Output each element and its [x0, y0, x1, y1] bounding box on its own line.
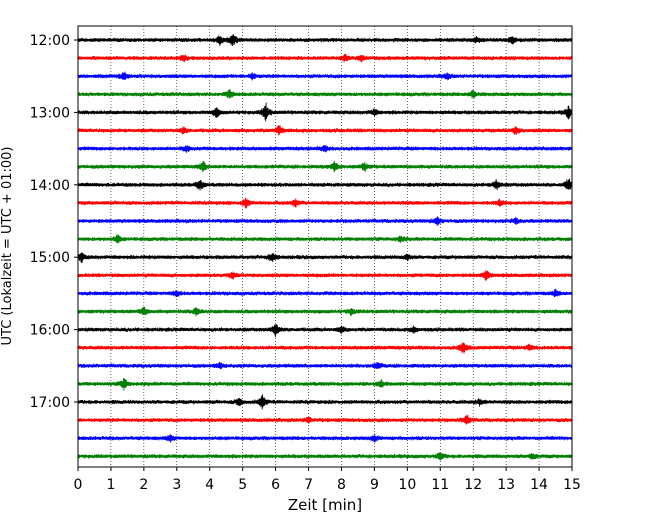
trace-1700	[77, 394, 573, 410]
trace-1415	[77, 197, 573, 209]
x-axis-label: Zeit [min]	[288, 496, 362, 514]
y-tick-label: 16:00	[30, 323, 70, 339]
y-axis-ticks: 12:00 13:00 14:00 15:00 16:00 17:00	[30, 33, 78, 411]
x-tick-label: 11	[431, 477, 449, 493]
trace-1300	[77, 102, 573, 122]
y-tick-label: 15:00	[30, 250, 70, 266]
trace-1515	[77, 270, 573, 282]
trace-1745	[77, 452, 573, 461]
x-tick-label: 3	[172, 477, 181, 493]
y-tick-label: 12:00	[30, 33, 70, 49]
trace-1730	[77, 433, 573, 443]
x-tick-label: 2	[139, 477, 148, 493]
trace-1530	[77, 288, 573, 298]
trace-1715	[77, 414, 573, 425]
x-tick-label: 13	[497, 477, 515, 493]
x-tick-label: 5	[238, 477, 247, 493]
trace-1445	[77, 234, 573, 244]
trace-1230	[77, 71, 573, 81]
trace-1315	[77, 124, 573, 136]
x-tick-label: 10	[398, 477, 416, 493]
y-tick-label: 13:00	[30, 105, 70, 121]
x-tick-label: 8	[337, 477, 346, 493]
trace-1200	[77, 34, 573, 47]
x-tick-label: 15	[563, 477, 581, 493]
x-tick-label: 6	[271, 477, 280, 493]
trace-1615	[77, 342, 573, 354]
trace-1545	[77, 306, 573, 317]
y-axis-label: UTC (Lokalzeit = UTC + 01:00)	[0, 147, 15, 346]
y-tick-label: 17:00	[30, 395, 70, 411]
y-tick-label: 14:00	[30, 178, 70, 194]
plot-frame	[77, 25, 573, 468]
x-tick-label: 4	[205, 477, 214, 493]
trace-1500	[77, 252, 573, 264]
trace-1600	[77, 324, 573, 338]
trace-1215	[77, 53, 573, 63]
trace-1430	[77, 216, 573, 227]
x-tick-label: 1	[106, 477, 115, 493]
trace-1400	[77, 178, 573, 191]
trace-1330	[77, 145, 573, 153]
trace-1645	[77, 377, 573, 391]
x-tick-label: 14	[530, 477, 548, 493]
trace-1345	[77, 160, 573, 173]
trace-1245	[77, 89, 573, 99]
x-tick-label: 0	[74, 477, 83, 493]
trace-1630	[77, 361, 573, 370]
x-tick-label: 9	[370, 477, 379, 493]
x-tick-label: 12	[464, 477, 482, 493]
x-axis-ticks: 0 1 2 3 4 5 6 7 8 9 10 11 12 13 14 15	[74, 467, 581, 493]
x-tick-label: 7	[304, 477, 313, 493]
seismic-traces	[77, 34, 573, 461]
